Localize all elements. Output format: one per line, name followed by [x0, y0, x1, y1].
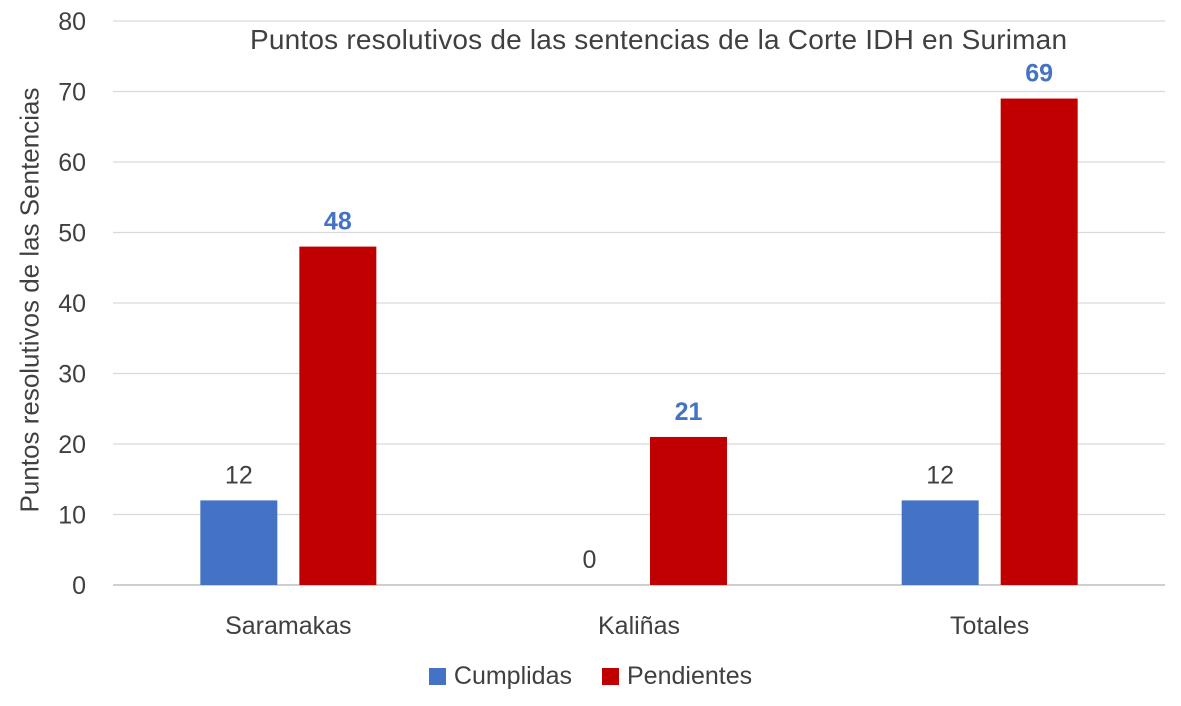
legend-item-cumplidas: Cumplidas [428, 662, 572, 691]
x-tick-label: Saramakas [225, 612, 351, 640]
y-tick-label: 20 [58, 431, 86, 459]
y-tick-label: 0 [72, 572, 86, 600]
data-label-cumplidas-1: 12 [225, 461, 253, 489]
data-label-pendientes-1: 48 [324, 208, 352, 236]
bar-cumplidas-1 [200, 500, 278, 585]
bar-pendientes-3 [1000, 98, 1078, 586]
y-tick-label: 70 [58, 79, 86, 107]
legend: Cumplidas Pendientes [0, 662, 1181, 691]
legend-swatch-pendientes [602, 668, 619, 685]
legend-label-pendientes: Pendientes [627, 662, 753, 690]
data-label-pendientes-3: 69 [1025, 60, 1053, 88]
y-axis-label: Puntos resolutivos de las Sentencias [14, 87, 45, 513]
bar-pendientes-2 [650, 436, 727, 585]
data-label-pendientes-2: 21 [675, 398, 703, 426]
chart-title: Puntos resolutivos de las sentencias de … [250, 24, 1068, 55]
bar-pendientes-1 [299, 246, 377, 585]
x-tick-label: Totales [950, 612, 1029, 640]
y-tick-label: 10 [58, 502, 86, 530]
legend-swatch-cumplidas [428, 668, 446, 685]
x-tick-label: Kaliñas [598, 612, 680, 640]
data-label-cumplidas-3: 12 [926, 461, 954, 489]
bar-cumplidas-3 [901, 500, 979, 585]
legend-label-cumplidas: Cumplidas [453, 662, 572, 690]
y-tick-label: 40 [58, 290, 86, 318]
y-tick-label: 80 [58, 8, 86, 36]
data-label-cumplidas-2: 0 [583, 546, 597, 574]
y-tick-label: 30 [58, 361, 86, 389]
y-tick-label: 60 [58, 149, 86, 177]
y-tick-label: 50 [58, 220, 86, 248]
legend-item-pendientes: Pendientes [602, 662, 752, 691]
